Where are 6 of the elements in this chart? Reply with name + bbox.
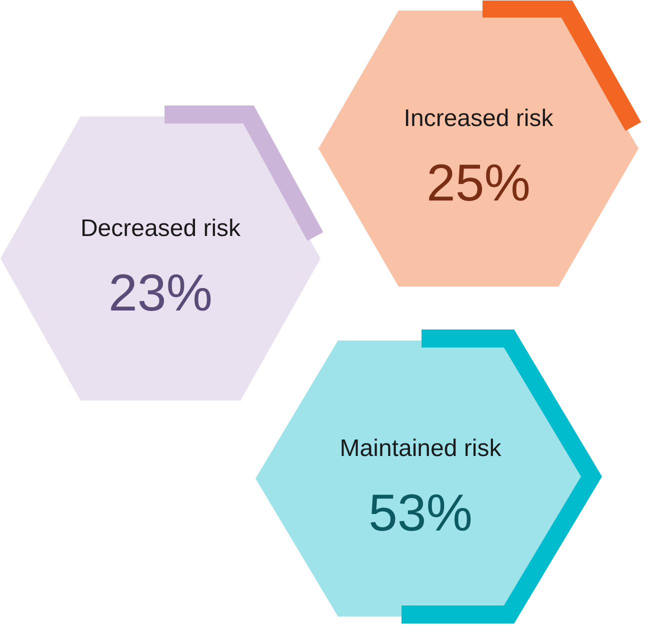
category-label: Increased risk xyxy=(404,105,554,132)
category-label: Maintained risk xyxy=(340,435,502,462)
data-label: 23% xyxy=(108,264,213,322)
category-label: Decreased risk xyxy=(80,215,242,242)
data-label: 25% xyxy=(426,154,531,212)
data-label: 53% xyxy=(368,484,473,542)
